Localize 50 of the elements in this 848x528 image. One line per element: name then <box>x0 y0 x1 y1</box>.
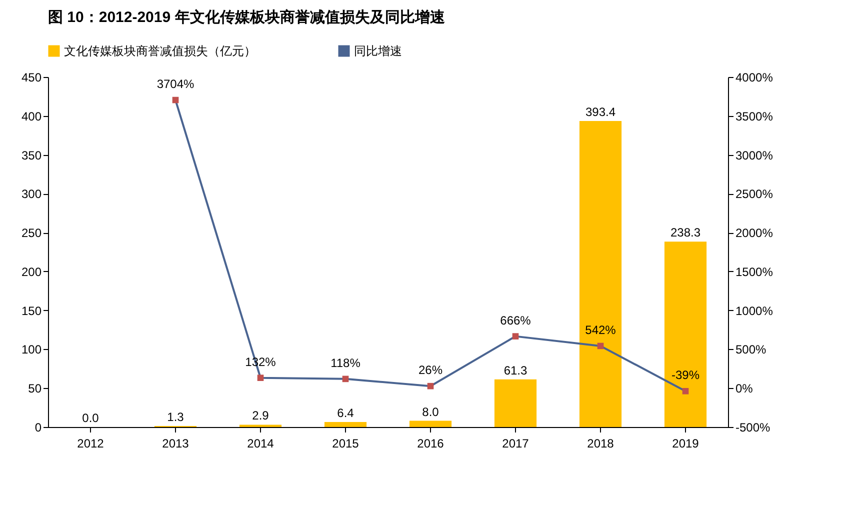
data-label: 393.4 <box>585 105 616 120</box>
data-label: 118% <box>330 356 361 370</box>
x-tick-label: 2015 <box>332 436 360 450</box>
data-label: 2.9 <box>252 408 270 423</box>
y-tick-label: 350 <box>21 148 42 162</box>
y-tick-label: 0 <box>34 420 42 434</box>
y-tick-label: 50 <box>28 382 42 396</box>
x-tick-label: 2019 <box>672 436 700 450</box>
y2-tick-label: 1500% <box>736 264 774 279</box>
x-tick-label: 2013 <box>162 436 190 450</box>
x-tick-label: 2016 <box>417 436 444 450</box>
data-label: 238.3 <box>670 226 701 240</box>
x-tick-label: 2017 <box>502 436 530 450</box>
y2-tick-label: 3000% <box>736 148 774 162</box>
bar <box>409 420 452 427</box>
y-tick-label: 400 <box>21 109 42 124</box>
y-tick-label: 300 <box>21 187 42 202</box>
y2-tick-label: 3500% <box>736 109 774 124</box>
data-label: 666% <box>500 313 532 328</box>
y2-tick-label: 4000% <box>736 70 774 84</box>
chart-title: 图 10：2012-2019 年文化传媒板块商誉减值损失及同比增速 <box>48 8 446 26</box>
x-tick-label: 2018 <box>587 436 614 450</box>
y2-tick-label: 2000% <box>736 226 774 240</box>
data-label: 3704% <box>156 77 195 92</box>
y2-tick-label: 0% <box>736 382 754 396</box>
y2-tick-label: 1000% <box>736 304 774 318</box>
data-label: 0.0 <box>82 411 100 425</box>
data-label: -39% <box>671 368 700 382</box>
data-label: 1.3 <box>167 410 184 424</box>
y-tick-label: 450 <box>21 70 42 84</box>
y2-tick-label: -500% <box>736 420 771 434</box>
y-tick-label: 250 <box>21 226 42 240</box>
y2-tick-label: 2500% <box>736 187 774 202</box>
data-label: 542% <box>585 322 616 337</box>
x-tick-label: 2012 <box>77 436 104 450</box>
y-tick-label: 150 <box>21 304 42 318</box>
bar <box>324 422 367 427</box>
y-tick-label: 100 <box>21 342 42 357</box>
data-label: 61.3 <box>504 363 528 378</box>
data-label: 8.0 <box>422 404 440 419</box>
bar <box>579 121 622 427</box>
data-label: 6.4 <box>337 406 354 420</box>
data-label: 26% <box>418 363 443 378</box>
legend-label: 同比增速 <box>354 44 402 58</box>
x-tick-label: 2014 <box>247 436 274 450</box>
bar <box>494 379 537 427</box>
y2-tick-label: 500% <box>736 342 767 357</box>
y-tick-label: 200 <box>21 264 42 279</box>
bar <box>664 242 707 427</box>
legend-label: 文化传媒板块商誉减值损失（亿元） <box>64 44 256 58</box>
